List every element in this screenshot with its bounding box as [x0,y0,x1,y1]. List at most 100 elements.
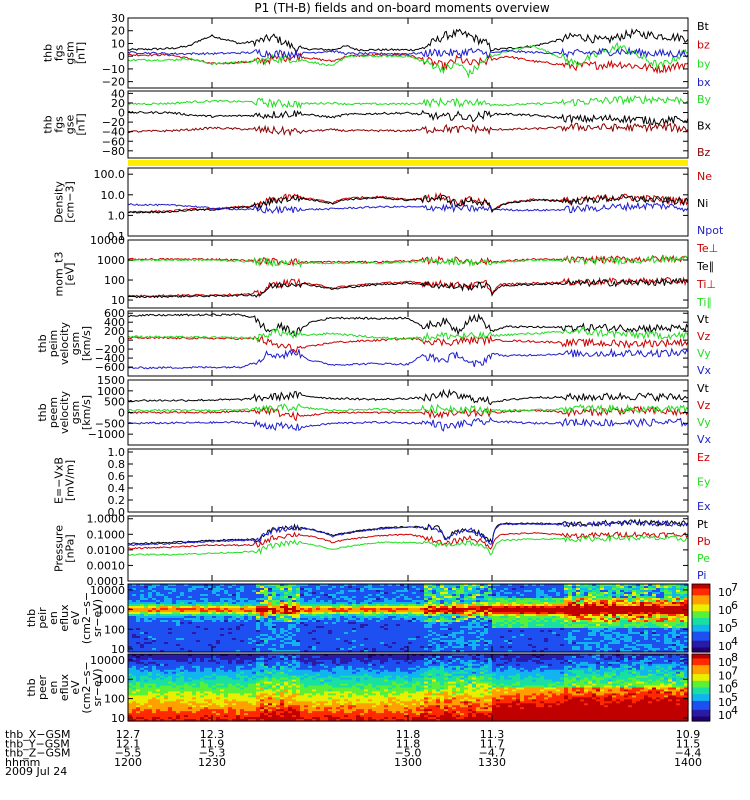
spectrogram-cell [632,640,637,643]
spectrogram-cell [140,628,145,631]
spectrogram-cell [460,610,465,613]
spectrogram-cell [180,584,185,587]
spectrogram-cell [396,612,401,615]
spectrogram-cell [408,632,413,635]
spectrogram-cell [200,616,205,619]
spectrogram-cell [412,620,417,623]
spectrogram-cell [520,630,525,633]
spectrogram-cell [468,628,473,631]
spectrogram-cell [424,584,429,587]
spectrogram-cell [128,646,133,649]
spectrogram-cell [280,594,285,597]
spectrogram-cell [612,602,617,605]
spectrogram-cell [188,618,193,621]
spectrogram-cell [512,626,517,629]
spectrogram-cell [668,616,673,619]
spectrogram-cell [436,596,441,599]
spectrogram-cell [408,642,413,645]
spectrogram-cell [532,622,537,625]
spectrogram-cell [492,622,497,625]
spectrogram-cell [468,600,473,603]
spectrogram-cell [584,632,589,635]
spectrogram-cell [252,650,257,653]
spectrogram-cell [632,628,637,631]
spectrogram-cell [152,608,157,611]
spectrogram-cell [180,596,185,599]
spectrogram-cell [572,622,577,625]
spectrogram-cell [592,628,597,631]
spectrogram-cell [300,600,305,603]
spectrogram-cell [188,646,193,649]
spectrogram-cell [208,614,213,617]
spectrogram-cell [140,620,145,623]
spectrogram-cell [592,590,597,593]
spectrogram-cell [140,584,145,587]
spectrogram-cell [320,590,325,593]
spectrogram-cell [592,620,597,623]
spectrogram-cell [660,632,665,635]
spectrogram-cell [224,626,229,629]
spectrogram-cell [500,638,505,641]
spectrogram-cell [384,600,389,603]
spectrogram-cell [268,584,273,587]
spectrogram-cell [356,630,361,633]
spectrogram-cell [368,648,373,651]
spectrogram-cell [436,602,441,605]
spectrogram-cell [268,598,273,601]
spectrogram-cell [420,636,425,639]
spectrogram-cell [392,610,397,613]
spectrogram-cell [404,630,409,633]
y-tick-label: 0.0100 [87,544,126,557]
spectrogram-cell [156,638,161,641]
spectrogram-cell [256,630,261,633]
spectrogram-cell [488,628,493,631]
spectrogram-cell [392,632,397,635]
spectrogram-cell [524,604,529,607]
spectrogram-cell [460,640,465,643]
spectrogram-cell [428,584,433,587]
spectrogram-cell [224,620,229,623]
spectrogram-cell [296,622,301,625]
spectrogram-cell [536,650,541,653]
spectrogram-cell [252,614,257,617]
data-quality-bar [128,160,688,166]
spectrogram-cell [460,594,465,597]
panel-frame [127,515,689,582]
spectrogram-cell [452,606,457,609]
spectrogram-cell [224,650,229,653]
spectrogram-cell [416,626,421,629]
spectrogram-cell [128,598,133,601]
y-axis-label: E=−VxB [53,457,66,504]
spectrogram-cell [596,598,601,601]
spectrogram-cell [420,606,425,609]
spectrogram-cell [380,638,385,641]
spectrogram-cell [260,634,265,637]
spectrogram-cell [232,614,237,617]
spectrogram-cell [508,648,513,651]
spectrogram-cell [500,600,505,603]
spectrogram-cell [400,584,405,587]
spectrogram-cell [600,630,605,633]
spectrogram-cell [232,584,237,587]
spectrogram-cell [292,600,297,603]
spectrogram-cell [612,626,617,629]
spectrogram-cell [380,626,385,629]
spectrogram-cell [256,600,261,603]
y-tick-label: 1.0 [108,446,126,459]
spectrogram-cell [312,590,317,593]
spectrogram-cell [348,650,353,653]
spectrogram-cell [584,606,589,609]
spectrogram-cell [496,616,501,619]
spectrogram-cell [320,616,325,619]
spectrogram-cell [132,618,137,621]
spectrogram-cell [352,646,357,649]
spectrogram-cell [664,592,669,595]
y-tick-label: 1000 [97,254,125,267]
spectrogram-cell [300,590,305,593]
spectrogram-cell [664,602,669,605]
spectrogram-cell [264,644,269,647]
spectrogram-cell [460,588,465,591]
spectrogram-cell [652,602,657,605]
spectrogram-cell [592,646,597,649]
spectrogram-cell [632,614,637,617]
